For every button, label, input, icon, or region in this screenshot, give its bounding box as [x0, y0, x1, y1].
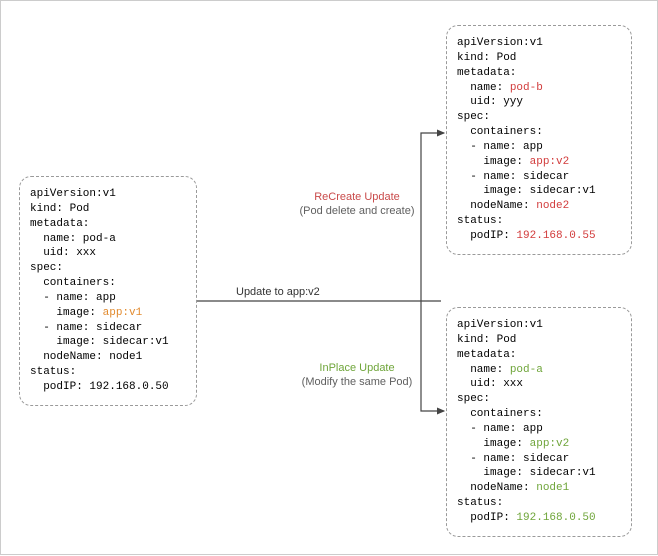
code-line: podIP: 192.168.0.50 [30, 380, 186, 395]
inplace-label: InPlace Update (Modify the same Pod) [287, 361, 427, 390]
code-line: apiVersion:v1 [457, 318, 621, 333]
code-line: podIP: 192.168.0.50 [457, 511, 621, 526]
pod-source-box: apiVersion:v1kind: Podmetadata: name: po… [19, 176, 197, 406]
code-line: kind: Pod [457, 51, 621, 66]
code-line: metadata: [457, 66, 621, 81]
pod-recreate-box: apiVersion:v1kind: Podmetadata: name: po… [446, 25, 632, 255]
code-line: kind: Pod [30, 202, 186, 217]
code-line: nodeName: node1 [30, 350, 186, 365]
code-line: - name: app [457, 422, 621, 437]
code-line: nodeName: node2 [457, 199, 621, 214]
recreate-sub: (Pod delete and create) [287, 204, 427, 218]
code-line: image: app:v2 [457, 437, 621, 452]
code-line: spec: [457, 392, 621, 407]
code-line: spec: [30, 261, 186, 276]
code-line: name: pod-a [457, 363, 621, 378]
code-line: nodeName: node1 [457, 481, 621, 496]
code-line: apiVersion:v1 [30, 187, 186, 202]
inplace-title: InPlace Update [287, 361, 427, 375]
code-line: status: [457, 496, 621, 511]
inplace-sub: (Modify the same Pod) [287, 375, 427, 389]
code-line: image: sidecar:v1 [457, 184, 621, 199]
code-line: - name: app [457, 140, 621, 155]
code-line: image: app:v1 [30, 306, 186, 321]
code-line: status: [30, 365, 186, 380]
code-line: podIP: 192.168.0.55 [457, 229, 621, 244]
code-line: image: app:v2 [457, 155, 621, 170]
code-line: name: pod-a [30, 232, 186, 247]
code-line: metadata: [30, 217, 186, 232]
code-line: uid: xxx [457, 377, 621, 392]
code-line: spec: [457, 110, 621, 125]
code-line: containers: [457, 125, 621, 140]
pod-inplace-box: apiVersion:v1kind: Podmetadata: name: po… [446, 307, 632, 537]
code-line: uid: xxx [30, 246, 186, 261]
update-main-label: Update to app:v2 [236, 286, 320, 298]
code-line: apiVersion:v1 [457, 36, 621, 51]
code-line: kind: Pod [457, 333, 621, 348]
code-line: containers: [30, 276, 186, 291]
code-line: image: sidecar:v1 [30, 335, 186, 350]
recreate-label: ReCreate Update (Pod delete and create) [287, 190, 427, 219]
code-line: - name: sidecar [457, 452, 621, 467]
code-line: status: [457, 214, 621, 229]
code-line: uid: yyy [457, 95, 621, 110]
recreate-title: ReCreate Update [287, 190, 427, 204]
code-line: - name: sidecar [30, 321, 186, 336]
code-line: - name: sidecar [457, 170, 621, 185]
code-line: containers: [457, 407, 621, 422]
code-line: metadata: [457, 348, 621, 363]
code-line: name: pod-b [457, 81, 621, 96]
code-line: image: sidecar:v1 [457, 466, 621, 481]
code-line: - name: app [30, 291, 186, 306]
